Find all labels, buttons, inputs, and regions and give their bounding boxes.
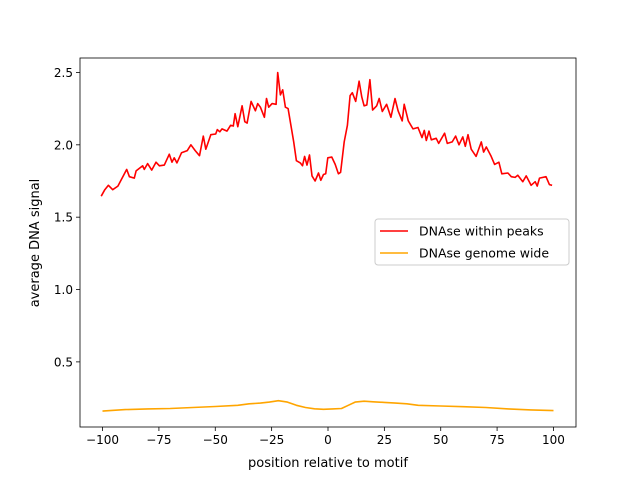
y-tick-label: 1.0 <box>54 283 73 297</box>
x-tick-label: −75 <box>146 433 171 447</box>
x-tick-label: −50 <box>203 433 228 447</box>
y-axis: 0.5 1.0 1.5 2.0 2.5 <box>54 66 80 369</box>
x-axis: −100 −75 −50 −25 0 25 50 75 100 <box>86 427 565 447</box>
legend: DNAse within peaks DNAse genome wide <box>374 218 570 266</box>
x-tick-label: −25 <box>259 433 284 447</box>
legend-label-peaks: DNAse within peaks <box>419 224 544 239</box>
x-tick-label: −100 <box>86 433 119 447</box>
series-line-dnase-genome-wide <box>102 399 554 412</box>
legend-label-genome: DNAse genome wide <box>419 246 549 261</box>
y-tick-label: 1.5 <box>54 211 73 225</box>
x-tick-label: 75 <box>489 433 504 447</box>
y-tick-label: 2.5 <box>54 66 73 80</box>
x-tick-label: 0 <box>324 433 332 447</box>
y-axis-label: average DNA signal <box>28 179 43 308</box>
series-line-dnase-within-peaks <box>100 71 553 197</box>
y-tick-label: 2.0 <box>54 138 73 152</box>
x-tick-label: 25 <box>377 433 392 447</box>
plot-lines <box>100 71 554 412</box>
x-tick-label: 100 <box>542 433 565 447</box>
legend-frame <box>374 218 570 266</box>
x-tick-label: 50 <box>433 433 448 447</box>
x-axis-label: position relative to motif <box>248 456 408 471</box>
y-tick-label: 0.5 <box>54 355 73 369</box>
